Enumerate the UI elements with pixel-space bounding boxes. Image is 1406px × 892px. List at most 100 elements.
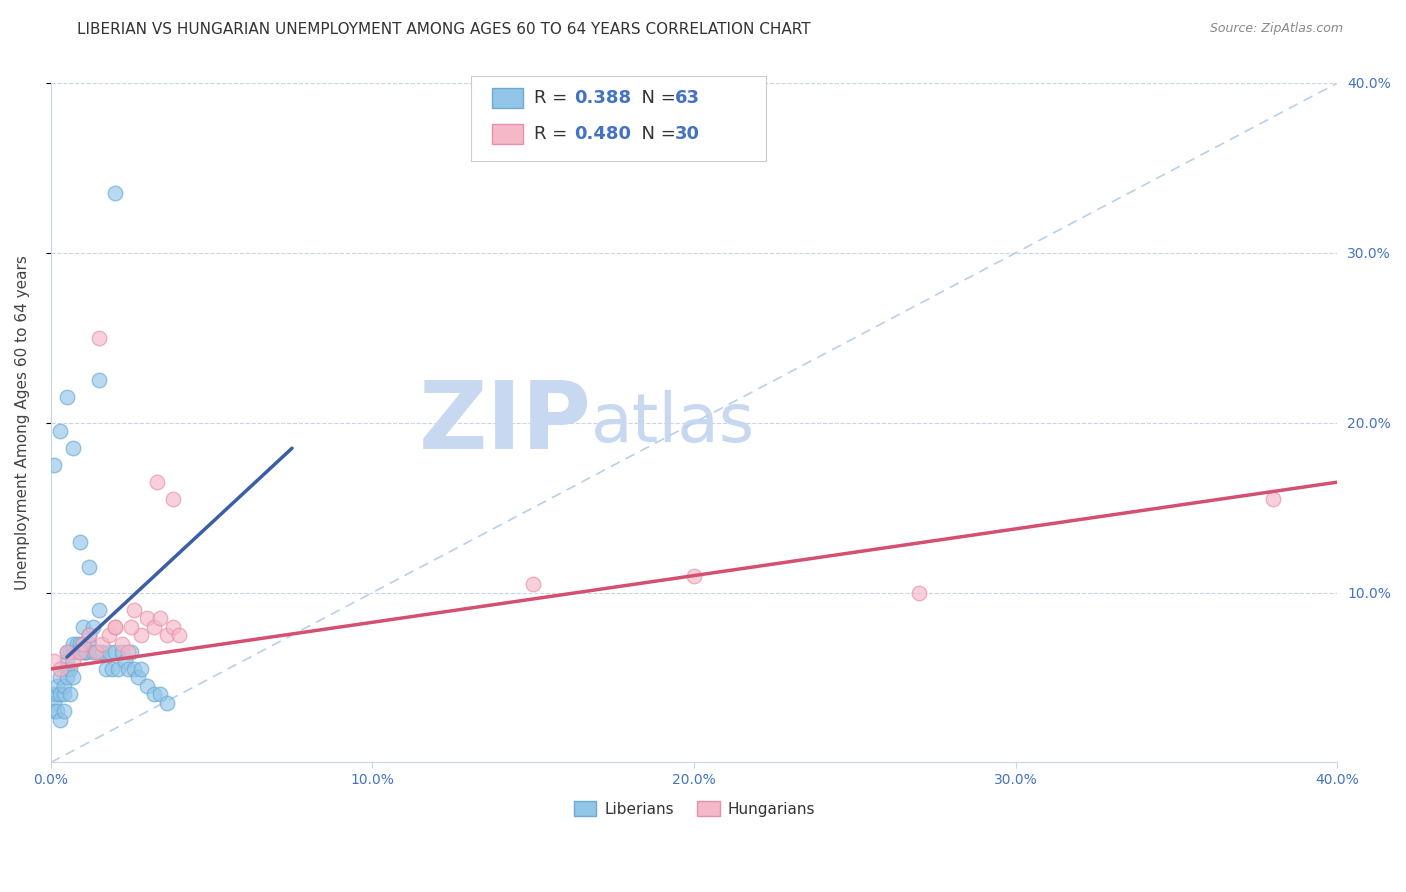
Point [52,688,75,702]
Point [62,636,84,650]
Point [49,671,72,685]
Point [56,653,79,667]
Point [69,645,91,659]
Point [75,645,97,659]
Point [91,645,114,659]
Point [84,645,107,659]
Point [94,662,117,676]
Point [52,705,75,719]
Point [82,619,104,633]
Point [49,424,72,438]
Point [69,645,91,659]
Point [156,628,179,642]
Point [46,679,69,693]
Text: 0.388: 0.388 [574,89,631,107]
Point [42,653,65,667]
Point [120,645,142,659]
Point [136,679,159,693]
Point [79,628,101,642]
Point [522,577,544,591]
Point [69,534,91,549]
Point [87,602,110,616]
Text: R =: R = [534,89,574,107]
Point [79,628,101,642]
Point [87,645,110,659]
Point [79,636,101,650]
Point [117,645,139,659]
Point [59,645,82,659]
Point [162,492,184,507]
Point [46,688,69,702]
Point [117,662,139,676]
Point [149,688,172,702]
Point [101,662,124,676]
Point [104,186,127,201]
Point [908,585,931,599]
Point [129,628,152,642]
Point [129,662,152,676]
Point [65,636,87,650]
Text: N =: N = [630,89,682,107]
Point [127,671,149,685]
Point [91,636,114,650]
Text: 63: 63 [675,89,700,107]
Point [52,679,75,693]
Point [75,645,97,659]
Point [124,602,146,616]
Point [62,671,84,685]
Point [114,653,136,667]
Text: LIBERIAN VS HUNGARIAN UNEMPLOYMENT AMONG AGES 60 TO 64 YEARS CORRELATION CHART: LIBERIAN VS HUNGARIAN UNEMPLOYMENT AMONG… [77,22,811,37]
Point [72,636,94,650]
Point [84,645,107,659]
Text: Source: ZipAtlas.com: Source: ZipAtlas.com [1209,22,1343,36]
Point [49,713,72,727]
Point [97,645,120,659]
Text: R =: R = [534,125,574,143]
Point [72,645,94,659]
Point [683,568,706,582]
Point [59,662,82,676]
Point [39,688,62,702]
Point [56,645,79,659]
Text: 30: 30 [675,125,700,143]
Point [120,619,142,633]
Point [62,645,84,659]
Point [72,619,94,633]
Point [110,636,132,650]
Point [49,662,72,676]
Text: atlas: atlas [591,390,755,456]
Point [72,636,94,650]
Point [1261,492,1284,507]
Text: 0.480: 0.480 [574,125,631,143]
Point [69,636,91,650]
Point [56,390,79,404]
Point [62,653,84,667]
Point [142,688,165,702]
Point [42,458,65,472]
Point [149,611,172,625]
Point [49,688,72,702]
Point [146,475,169,490]
Point [46,705,69,719]
Point [104,645,127,659]
Point [107,662,129,676]
Point [169,628,191,642]
Point [62,441,84,455]
Text: ZIP: ZIP [419,376,591,468]
Point [124,662,146,676]
Point [42,696,65,710]
Point [56,645,79,659]
Point [104,619,127,633]
Point [156,696,179,710]
Point [59,688,82,702]
Y-axis label: Unemployment Among Ages 60 to 64 years: Unemployment Among Ages 60 to 64 years [15,255,30,591]
Point [97,628,120,642]
Point [56,671,79,685]
Point [65,645,87,659]
Point [142,619,165,633]
Point [162,619,184,633]
Point [136,611,159,625]
Point [42,705,65,719]
Point [79,560,101,574]
Legend: Liberians, Hungarians: Liberians, Hungarians [568,795,821,822]
